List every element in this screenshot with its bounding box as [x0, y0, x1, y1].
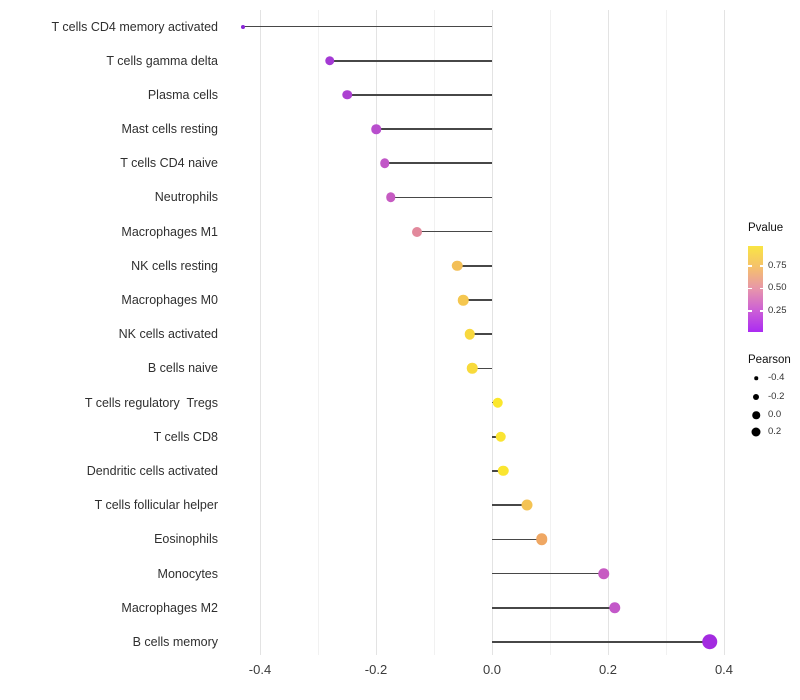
gridline-major	[491, 10, 493, 655]
colorbar-tick-mark	[748, 265, 752, 267]
gridline-minor	[317, 10, 319, 655]
category-label: T cells CD4 memory activated	[51, 19, 219, 34]
x-axis-tick-label: 0.2	[598, 662, 618, 677]
category-label: Macrophages M2	[121, 600, 218, 615]
lollipop-segment	[492, 606, 615, 609]
category-label: T cells regulatory Tregs	[84, 395, 218, 410]
pvalue-colorbar	[748, 246, 763, 332]
lollipop-segment	[457, 264, 492, 267]
lollipop-dot	[324, 55, 335, 66]
lollipop-dot	[497, 465, 509, 477]
lollipop-dot	[598, 567, 610, 580]
x-axis-tick-label: 0.0	[482, 662, 502, 677]
lollipop-dot	[609, 601, 621, 614]
pvalue-tick-label: 0.75	[768, 259, 787, 271]
lollipop-dot	[379, 158, 390, 168]
colorbar-tick-mark	[759, 310, 763, 312]
lollipop-dot	[521, 499, 533, 511]
gridline-minor	[433, 10, 435, 655]
category-label: Eosinophils	[154, 532, 218, 547]
category-label: T cells CD8	[153, 429, 218, 444]
pearson-legend-label: -0.2	[768, 391, 785, 402]
gridline-minor	[549, 10, 551, 655]
gridline-major	[259, 10, 261, 655]
colorbar-tick-mark	[759, 265, 763, 267]
lollipop-segment	[242, 25, 492, 28]
lollipop-segment	[390, 196, 492, 199]
lollipop-dot	[451, 260, 463, 272]
category-label: Dendritic cells activated	[86, 463, 218, 478]
gridline-major	[375, 10, 377, 655]
lollipop-segment	[492, 641, 710, 643]
pvalue-legend-title: Pvalue	[748, 222, 784, 234]
lollipop-segment	[416, 230, 492, 233]
pearson-legend-label: 0.0	[768, 409, 782, 420]
colorbar-tick-mark	[759, 287, 763, 289]
lollipop-dot	[385, 192, 396, 203]
gridline-major	[723, 10, 725, 655]
category-label: Mast cells resting	[121, 122, 218, 137]
gridline-minor	[665, 10, 667, 655]
lollipop-dot	[492, 397, 504, 408]
lollipop-dot	[240, 24, 245, 29]
colorbar-tick-mark	[748, 310, 752, 312]
pvalue-tick-label: 0.25	[768, 304, 787, 316]
category-label: Macrophages M0	[121, 293, 218, 308]
pearson-legend-label: 0.2	[768, 426, 782, 437]
lollipop-dot	[464, 328, 476, 340]
category-label: T cells CD4 naive	[120, 156, 218, 171]
lollipop-dot	[411, 226, 422, 237]
lollipop-dot	[495, 431, 506, 443]
category-label: Plasma cells	[147, 87, 218, 102]
category-label: Macrophages M1	[121, 224, 218, 239]
lollipop-segment	[329, 59, 492, 62]
lollipop-segment	[492, 504, 527, 506]
category-label: Neutrophils	[154, 190, 218, 205]
pearson-legend-dot	[754, 376, 758, 380]
pearson-legend-dot	[753, 394, 759, 400]
pearson-legend-dot	[752, 411, 760, 419]
lollipop-segment	[492, 572, 604, 575]
category-label: B cells memory	[132, 634, 218, 649]
pearson-legend-label: -0.4	[768, 372, 785, 383]
category-label: T cells gamma delta	[106, 53, 218, 68]
colorbar-tick-mark	[748, 287, 752, 289]
lollipop-segment	[463, 299, 492, 301]
lollipop-segment	[492, 538, 542, 541]
lollipop-dot	[467, 363, 478, 374]
lollipop-dot	[536, 533, 548, 546]
pvalue-tick-label: 0.50	[768, 282, 787, 293]
lollipop-segment	[472, 367, 492, 370]
x-axis-tick-label: -0.4	[248, 662, 272, 677]
category-label: NK cells activated	[118, 327, 218, 342]
pearson-legend-title: Pearson	[748, 354, 791, 366]
lollipop-segment	[376, 128, 492, 130]
category-label: Monocytes	[157, 566, 218, 581]
category-label: NK cells resting	[131, 258, 218, 273]
x-axis-tick-label: -0.2	[364, 662, 388, 677]
lollipop-segment	[384, 162, 492, 165]
lollipop-dot	[342, 90, 352, 100]
gridline-major	[607, 10, 609, 655]
lollipop-dot	[457, 294, 469, 306]
category-label: T cells follicular helper	[94, 498, 218, 513]
lollipop-segment	[492, 470, 504, 472]
lollipop-segment	[469, 333, 492, 336]
x-axis-tick-label: 0.4	[714, 662, 734, 677]
lollipop-dot	[371, 124, 381, 134]
lollipop-segment	[347, 94, 492, 96]
pearson-legend-dot	[751, 427, 761, 437]
category-label: B cells naive	[147, 361, 218, 376]
lollipop-dot	[701, 634, 718, 650]
